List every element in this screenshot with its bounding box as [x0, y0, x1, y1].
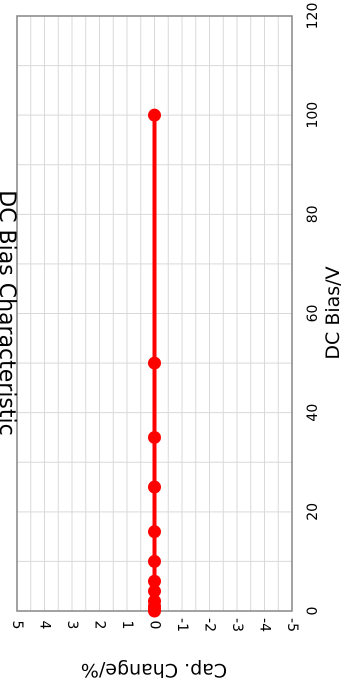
y-tick-label: 5 [9, 621, 25, 630]
data-point [148, 430, 161, 444]
x-tick-label: 20 [305, 503, 321, 521]
data-series [148, 108, 161, 618]
y-tick-label: -4 [257, 618, 273, 632]
data-point [148, 594, 161, 608]
x-axis-title: DC Bias/V [322, 266, 344, 359]
data-point [148, 525, 161, 539]
y-axis-title: Cap. Change/% [81, 659, 227, 680]
y-tick-label: 0 [147, 621, 163, 630]
data-point [148, 108, 161, 122]
data-point [148, 554, 161, 568]
y-tick-label: -2 [202, 618, 218, 632]
data-point [148, 584, 161, 598]
y-tick-label: 1 [119, 621, 135, 630]
y-tick-label: -1 [174, 618, 190, 632]
y-tick-label: -3 [229, 618, 245, 632]
x-tick-label: 80 [305, 205, 321, 223]
y-tick-labels: 5 4 3 2 1 0 -1 -2 -3 -4 -5 [9, 618, 300, 632]
chart-title: DC Bias Characteristic [0, 190, 19, 435]
y-tick-label: 2 [92, 621, 108, 630]
x-tick-label: 60 [305, 305, 321, 323]
data-point [148, 574, 161, 588]
y-tick-label: -5 [284, 618, 300, 632]
y-tick-label: 4 [37, 621, 53, 630]
x-tick-labels: 0 20 40 60 80 100 120 [305, 3, 321, 616]
data-point [148, 480, 161, 494]
x-tick-label: 100 [305, 102, 321, 129]
x-tick-label: 0 [305, 607, 321, 616]
x-tick-label: 120 [305, 3, 321, 30]
x-tick-label: 40 [305, 404, 321, 422]
data-point [148, 356, 161, 370]
y-tick-label: 3 [64, 621, 80, 630]
